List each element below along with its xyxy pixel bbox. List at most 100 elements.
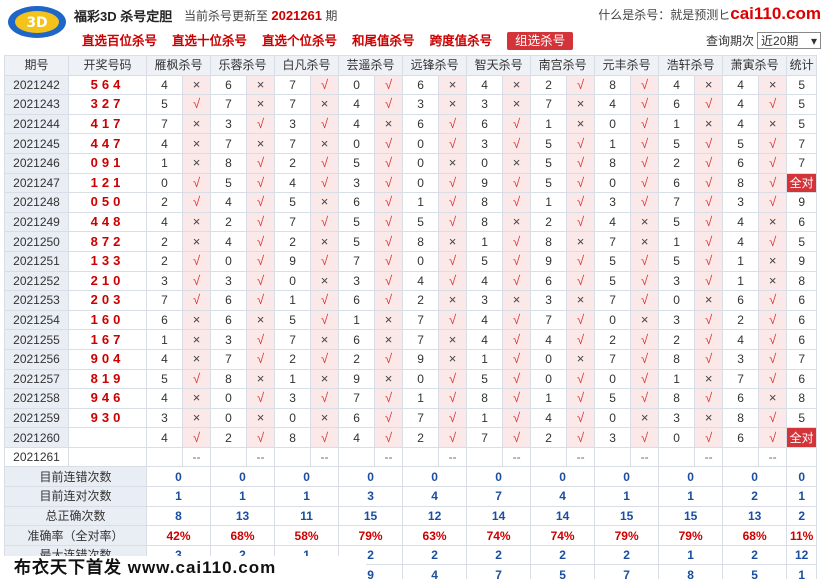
menu-item-4[interactable]: 跨度值杀号 — [429, 34, 493, 48]
summary-value: 68% — [722, 525, 788, 546]
menu-item-5[interactable]: 组选杀号 — [507, 32, 574, 50]
kill-value: 3 — [466, 290, 504, 311]
check-icon: √ — [181, 192, 212, 213]
chevron-down-icon: ▾ — [810, 33, 818, 48]
summary-value: 79% — [594, 525, 660, 546]
kill-value: 8 — [658, 348, 696, 370]
kill-value: 4 — [722, 74, 760, 96]
summary-label: 总正确次数 — [4, 505, 147, 527]
check-icon: √ — [246, 113, 276, 135]
summary-row: 总正确次数 8 13 11 15 12 14 14 15 15 13 2 — [4, 505, 818, 527]
table-row: 2021244 417 7 × 3 √ 3 √ 4 × 6 √ 6 √ 1 × 0 √ 1 × 4 × 5 — [4, 113, 818, 135]
menu-item-2[interactable]: 直选个位杀号 — [262, 34, 338, 48]
check-icon: √ — [438, 368, 468, 390]
check-icon: √ — [246, 270, 276, 292]
footer-credit: 布衣天下首发 www.cai110.com — [0, 556, 366, 579]
cross-icon: × — [630, 231, 660, 252]
issue-cell: 2021258 — [4, 388, 69, 409]
check-icon: √ — [694, 231, 724, 252]
cross-icon: × — [438, 231, 468, 252]
summary-value: 74% — [530, 525, 596, 546]
cross-icon: × — [566, 113, 596, 135]
prediction-value: 3 — [402, 446, 440, 468]
prediction-value: 8 — [146, 446, 183, 468]
cross-icon: × — [694, 407, 724, 429]
kill-value: 6 — [338, 407, 376, 429]
table-row: 2021253 203 7 √ 6 √ 1 √ 6 √ 2 × 3 × 3 × 7 √ 0 × 6 √ 6 — [4, 290, 818, 311]
check-icon: √ — [758, 152, 788, 174]
check-icon: √ — [374, 94, 404, 115]
kill-value: 0 — [466, 152, 504, 174]
summary-value: 0 — [338, 466, 404, 488]
kill-value: 3 — [210, 329, 248, 350]
stat-cell: 全对 — [786, 427, 818, 448]
cross-icon: × — [310, 329, 340, 350]
check-icon: √ — [694, 133, 724, 154]
cross-icon: × — [181, 329, 212, 350]
table-row: 2021246 091 1 × 8 √ 2 √ 5 √ 0 × 0 × 5 √ 8 √ 2 √ 6 √ 7 — [4, 152, 818, 174]
check-icon: √ — [246, 427, 276, 448]
kill-value: 5 — [274, 192, 312, 213]
issue-cell: 2021243 — [4, 94, 69, 115]
kill-value: 8 — [466, 388, 504, 409]
check-icon: √ — [566, 329, 596, 350]
issue-cell: 2021257 — [4, 368, 69, 390]
check-icon: √ — [502, 407, 532, 429]
kill-value: 7 — [274, 74, 312, 96]
kill-value: 1 — [722, 270, 760, 292]
kill-value: 4 — [146, 74, 183, 96]
kill-value: 2 — [146, 231, 183, 252]
cross-icon: × — [502, 74, 532, 96]
check-icon: √ — [566, 309, 596, 331]
check-icon: √ — [502, 192, 532, 213]
check-icon: √ — [374, 270, 404, 292]
stat-empty — [786, 446, 818, 468]
kill-value: 0 — [658, 290, 696, 311]
kill-value: 1 — [658, 113, 696, 135]
kill-value: 4 — [530, 329, 568, 350]
summary-value: 14 — [530, 505, 596, 527]
kill-value: 4 — [658, 74, 696, 96]
col-expert-5: 智天杀号 — [466, 55, 532, 76]
period-query: 查询期次 近20期 ▾ — [706, 32, 822, 49]
check-icon: √ — [502, 113, 532, 135]
period-select[interactable]: 近20期 ▾ — [757, 32, 822, 49]
check-icon: √ — [374, 231, 404, 252]
summary-value: 63% — [402, 525, 468, 546]
summary-value: 58% — [274, 525, 340, 546]
kill-value: 0 — [274, 270, 312, 292]
site-link[interactable]: 什么是杀号：就是预测ヒcai110.com — [598, 4, 821, 23]
dash: -- — [438, 446, 468, 468]
menu-item-3[interactable]: 和尾值杀号 — [352, 34, 415, 48]
cross-icon: × — [246, 309, 276, 331]
kill-value: 7 — [274, 329, 312, 350]
check-icon: √ — [310, 172, 340, 194]
kill-value: 1 — [658, 231, 696, 252]
prediction-value: 3 — [594, 446, 632, 468]
check-icon: √ — [566, 172, 596, 194]
cross-icon: × — [438, 94, 468, 115]
table-row: 2021252 210 3 √ 3 √ 0 × 3 √ 4 √ 4 √ 6 √ 5 √ 3 √ 1 × 8 — [4, 270, 818, 292]
cross-icon: × — [758, 113, 788, 135]
draw-number: 904 — [68, 348, 147, 370]
summary-value: 79% — [338, 525, 404, 546]
kill-value: 5 — [210, 172, 248, 194]
menu-item-1[interactable]: 直选十位杀号 — [172, 34, 248, 48]
kill-value: 0 — [530, 348, 568, 370]
cross-icon: × — [181, 309, 212, 331]
kill-value: 1 — [146, 152, 183, 174]
kill-value: 0 — [402, 368, 440, 390]
issue-cell: 2021247 — [4, 172, 69, 194]
check-icon: √ — [630, 192, 660, 213]
cross-icon: × — [310, 407, 340, 429]
cross-icon: × — [374, 309, 404, 331]
menu-item-0[interactable]: 直选百位杀号 — [82, 34, 158, 48]
check-icon: √ — [502, 368, 532, 390]
kill-value: 7 — [210, 348, 248, 370]
kill-value: 7 — [146, 290, 183, 311]
cross-icon: × — [181, 113, 212, 135]
check-icon: √ — [758, 133, 788, 154]
col-expert-7: 元丰杀号 — [594, 55, 660, 76]
draw-number: 167 — [68, 329, 147, 350]
summary-value: 8 — [658, 564, 724, 579]
